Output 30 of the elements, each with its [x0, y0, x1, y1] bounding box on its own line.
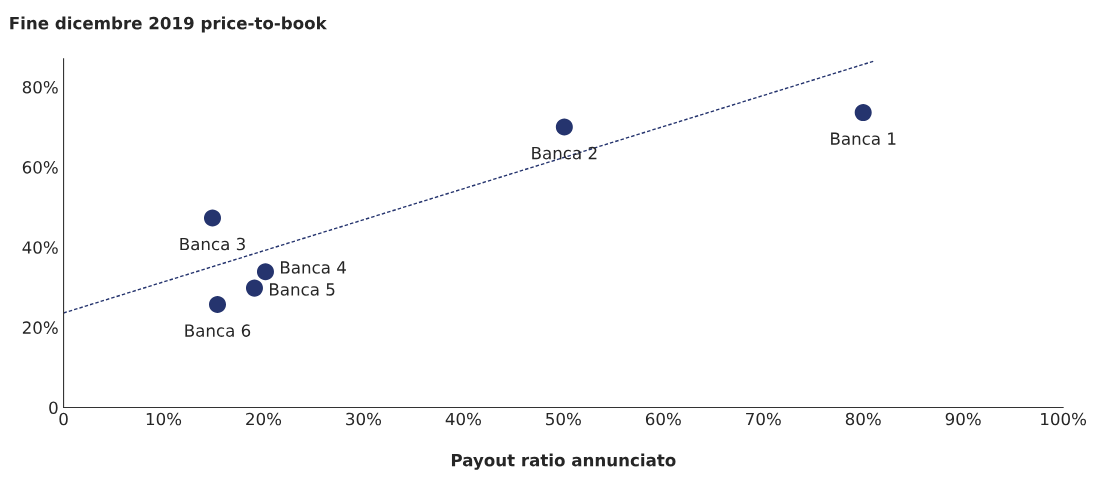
x-tick-label: 40%	[445, 412, 481, 426]
x-tick-label: 10%	[146, 412, 182, 426]
y-tick-label: 80%	[22, 80, 58, 94]
annotation: Banca 5	[270, 283, 335, 296]
y-tick-label: 0	[49, 401, 58, 415]
point	[854, 104, 872, 122]
point	[256, 263, 274, 281]
x-tick-label: 100%	[1041, 412, 1087, 426]
point	[208, 296, 226, 314]
x-tick-label: 60%	[645, 412, 681, 426]
x-axis-title: Payout ratio annunciato	[451, 453, 676, 470]
annotation: Banca 6	[185, 324, 251, 337]
point	[555, 118, 573, 136]
point	[245, 279, 263, 297]
annotation: Banca 2	[532, 146, 597, 160]
y-tick-label: 40%	[22, 241, 58, 254]
annotation: Banca 1	[831, 132, 896, 145]
x-tick-label: 30%	[346, 412, 382, 426]
annotation: Banca 4	[281, 261, 346, 274]
chart-title: Fine dicembre 2019 price-to-book	[10, 16, 327, 33]
x-tick-label: 0	[59, 412, 68, 426]
x-tick-label: 70%	[746, 412, 781, 426]
y-tick-label: 20%	[22, 321, 58, 334]
x-tick-label: 20%	[246, 412, 282, 426]
annotation: Banca 3	[180, 237, 245, 251]
x-tick-label: 90%	[945, 412, 981, 426]
point	[204, 209, 222, 227]
y-tick-label: 60%	[22, 161, 58, 174]
x-tick-label: 80%	[845, 412, 881, 426]
x-tick-label: 50%	[546, 412, 581, 426]
